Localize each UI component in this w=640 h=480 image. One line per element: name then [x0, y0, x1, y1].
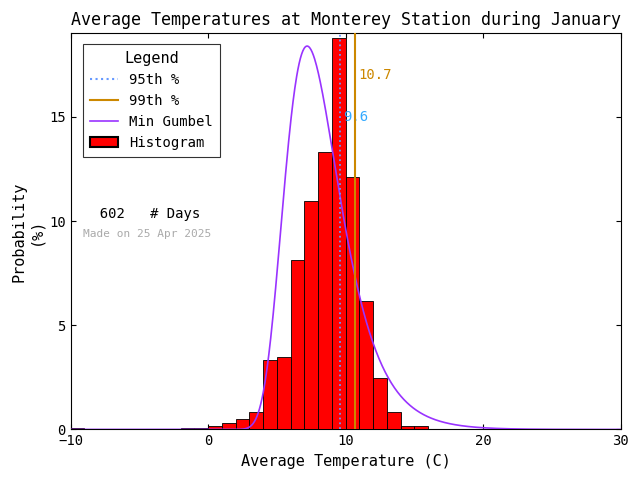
Bar — [414, 426, 428, 430]
Bar — [222, 422, 236, 430]
Bar — [373, 378, 387, 430]
Bar — [291, 260, 305, 430]
X-axis label: Average Temperature (C): Average Temperature (C) — [241, 454, 451, 469]
Bar — [180, 429, 195, 430]
Y-axis label: Probability
(%): Probability (%) — [11, 181, 44, 282]
Bar — [318, 153, 332, 430]
Bar — [236, 419, 250, 430]
Bar — [195, 429, 208, 430]
Title: Average Temperatures at Monterey Station during January: Average Temperatures at Monterey Station… — [70, 11, 621, 29]
Bar — [250, 412, 263, 430]
Bar — [346, 177, 359, 430]
Text: 10.7: 10.7 — [358, 68, 392, 82]
Text: Made on 25 Apr 2025: Made on 25 Apr 2025 — [83, 229, 211, 240]
Bar — [305, 201, 318, 430]
Bar — [359, 301, 373, 430]
Text: 602   # Days: 602 # Days — [83, 206, 200, 221]
Bar — [263, 360, 277, 430]
Bar — [332, 38, 346, 430]
Legend: 95th %, 99th %, Min Gumbel, Histogram: 95th %, 99th %, Min Gumbel, Histogram — [83, 44, 220, 157]
Bar — [387, 412, 401, 430]
Bar — [70, 429, 84, 430]
Bar — [277, 357, 291, 430]
Bar — [401, 426, 414, 430]
Bar — [208, 426, 222, 430]
Text: 9.6: 9.6 — [344, 110, 369, 124]
